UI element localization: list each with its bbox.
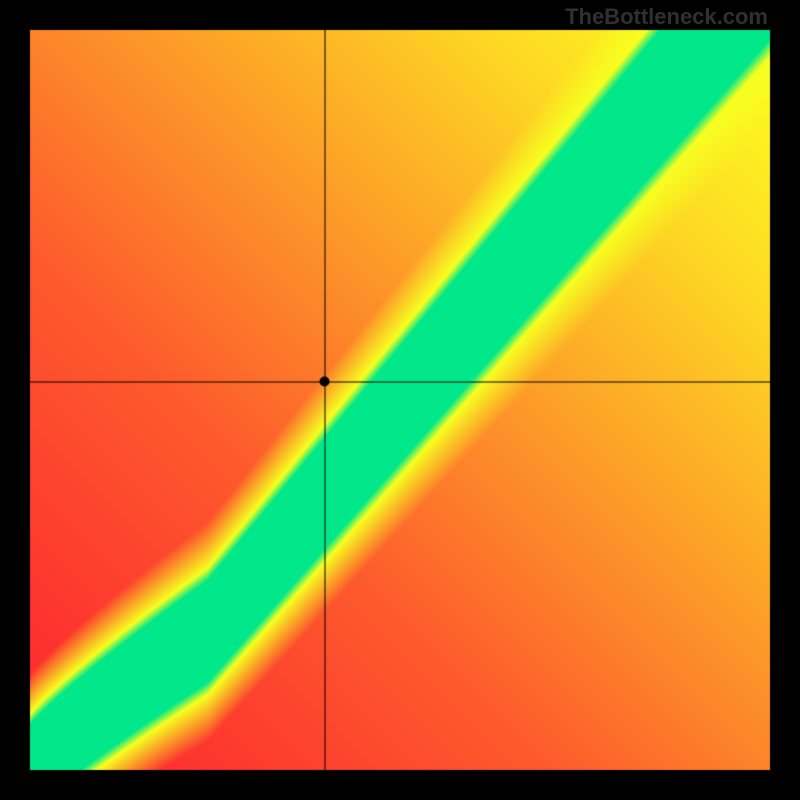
chart-container: TheBottleneck.com: [0, 0, 800, 800]
bottleneck-heatmap: [0, 0, 800, 800]
watermark-text: TheBottleneck.com: [565, 4, 768, 30]
